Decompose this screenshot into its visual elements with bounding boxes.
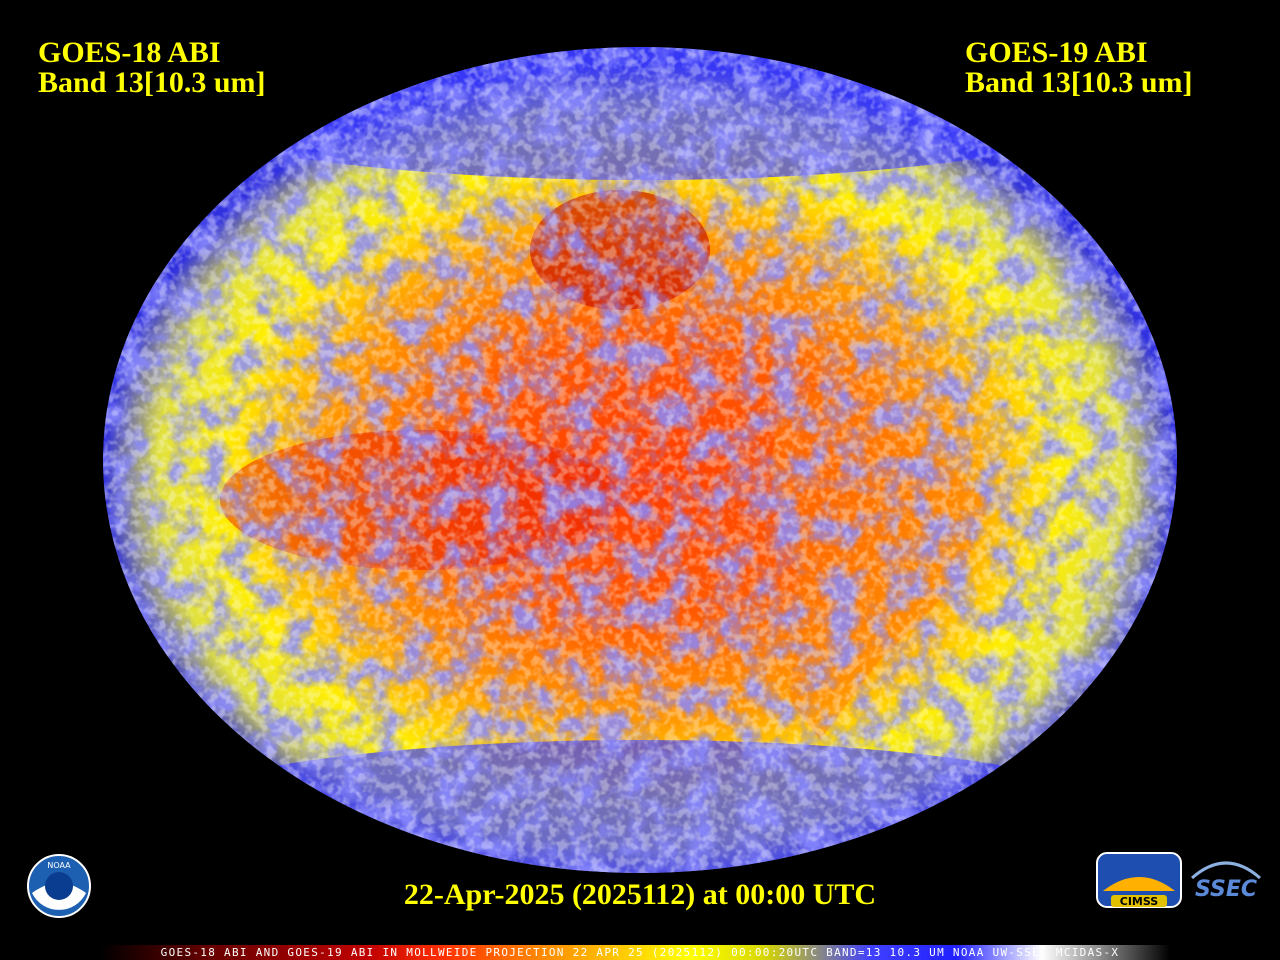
cimss-text: CIMSS: [1120, 895, 1159, 908]
header-left-line1: GOES-18 ABI: [38, 36, 221, 69]
ssec-arc: [1191, 861, 1261, 880]
timestamp: 22-Apr-2025 (2025112) at 00:00 UTC: [403, 878, 877, 911]
colorbar-caption: GOES-18 ABI AND GOES-19 ABI IN MOLLWEIDE…: [160, 946, 1120, 959]
header-left-line2: Band 13[10.3 um]: [38, 66, 266, 99]
cimss-logo: CIMSS: [1096, 852, 1182, 908]
colorbar: [100, 945, 1170, 960]
noaa-logo: NOAA: [27, 854, 91, 918]
header-right-line2: Band 13[10.3 um]: [965, 66, 1193, 99]
header-right-line1: GOES-19 ABI: [965, 36, 1148, 69]
noaa-text: NOAA: [47, 861, 71, 870]
header-left: GOES-18 ABI Band 13[10.3 um]: [38, 38, 266, 98]
header-right: GOES-19 ABI Band 13[10.3 um]: [965, 38, 1193, 98]
cimss-sun: [1103, 877, 1175, 891]
noaa-core: [45, 872, 73, 900]
ssec-text: SSEC: [1195, 877, 1257, 902]
cimss-label-bg: [1111, 895, 1167, 907]
ssec-logo: SSEC: [1191, 861, 1261, 902]
